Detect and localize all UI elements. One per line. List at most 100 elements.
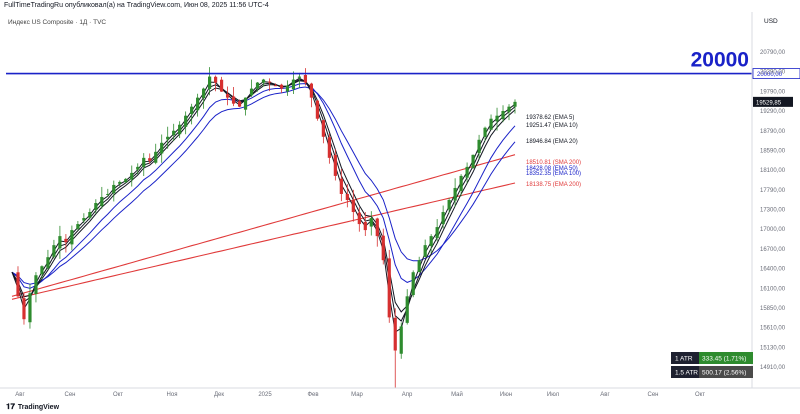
candle-body: [375, 218, 379, 237]
moving-averages: [11, 77, 516, 333]
x-tick-label: Июл: [547, 392, 560, 398]
atr-label: 1 ATR: [675, 356, 693, 363]
y-tick-label: 20790,00: [760, 50, 786, 56]
candle-body: [112, 184, 116, 194]
candle-body: [441, 212, 445, 225]
candle-body: [118, 181, 122, 184]
ma-label: 18428.08 (EMA 50): [526, 166, 578, 172]
ma-label: 18352.35 (EMA 100): [526, 171, 581, 177]
candle-body: [94, 203, 98, 211]
currency-label: USD: [764, 18, 778, 25]
x-tick-label: Авг: [15, 392, 25, 398]
candle-body: [52, 245, 56, 257]
candle-body: [237, 101, 242, 107]
candle-body: [267, 81, 272, 83]
candle-body: [339, 178, 343, 194]
candle-body: [136, 166, 140, 170]
candle-body: [429, 236, 433, 246]
candle-body: [22, 298, 26, 320]
candle-body: [471, 154, 475, 169]
candle-body: [160, 142, 164, 154]
candle-body: [225, 94, 230, 98]
candle-body: [291, 79, 296, 90]
candle-body: [130, 172, 134, 180]
candle-body: [285, 85, 290, 92]
x-tick-label: Сен: [65, 392, 76, 398]
level-line: 20000 20000,00 19529,85: [6, 49, 800, 107]
publish-header: FullTimeTradingRu опубликовал(а) на Trad…: [4, 2, 269, 9]
candle-body: [106, 193, 110, 195]
axes: USD 20790,00 20290,00 19790,00 19290,00 18790…: [0, 12, 800, 398]
candle-body: [34, 275, 38, 294]
atr-value-bg: [699, 366, 753, 378]
y-tick-label: 17300,00: [760, 208, 786, 214]
candle-body: [495, 115, 499, 122]
candle-body: [255, 82, 260, 89]
candle-body: [513, 101, 517, 107]
y-tick-label: 19290,00: [760, 109, 786, 115]
candle-body: [465, 166, 469, 178]
candle-body: [387, 258, 391, 318]
candle-body: [315, 100, 319, 119]
x-tick-label: Авг: [600, 392, 610, 398]
y-tick-label: 17000,00: [760, 227, 786, 233]
y-tick-label: 14910,00: [760, 365, 786, 371]
sma200-line: [11, 154, 516, 297]
atr-label: 1.5 ATR: [675, 370, 698, 377]
candle-body: [184, 115, 188, 127]
candle-body: [477, 139, 481, 154]
candle-body: [219, 79, 224, 92]
tradingview-logo: 𝟏𝟕: [6, 402, 15, 411]
ma-label: 19251.47 (EMA 10): [526, 123, 578, 129]
candle-body: [309, 83, 314, 98]
candle-body: [243, 97, 248, 110]
atr-value-bg: [699, 352, 753, 364]
x-tick-label: 2025: [258, 392, 272, 398]
candle-body: [231, 96, 236, 104]
candle-body: [447, 199, 451, 210]
x-tick-label: Май: [451, 391, 463, 398]
ema20-line: [11, 80, 516, 313]
atr-value: 333.45 (1.71%): [702, 356, 746, 363]
candle-body: [190, 106, 194, 114]
ema5-line: [11, 77, 516, 333]
candle-body: [208, 76, 212, 89]
y-tick-label: 15130,00: [760, 345, 786, 351]
footer: 𝟏𝟕 TradingView: [6, 402, 59, 412]
candle-body: [399, 326, 403, 354]
candle-body: [381, 235, 385, 261]
y-tick-label: 16100,00: [760, 286, 786, 292]
candle-body: [501, 111, 505, 120]
candle-body: [435, 227, 439, 239]
candle-body: [40, 266, 44, 275]
candle-body: [196, 97, 200, 111]
atr-value: 500.17 (2.56%): [702, 370, 746, 377]
candle-body: [489, 118, 493, 130]
y-tick-label: 20290,00: [760, 70, 786, 76]
x-tick-label: Апр: [402, 392, 413, 398]
y-tick-label: 15610,00: [760, 326, 786, 332]
candle-body: [148, 158, 152, 161]
candle-body: [345, 193, 349, 200]
last-price-label: 19529,85: [756, 100, 782, 106]
candle-body: [483, 127, 487, 137]
candle-body: [459, 175, 463, 191]
atr-box: 1 ATR 333.45 (1.71%) 1.5 ATR 500.17 (2.56%): [671, 352, 753, 378]
candle-body: [327, 137, 331, 158]
y-tick-label: 19790,00: [760, 89, 786, 95]
ma-label: 18946.84 (EMA 20): [526, 139, 578, 145]
candle-body: [357, 212, 361, 225]
candle-body: [393, 317, 397, 351]
candle-body: [172, 130, 176, 135]
x-tick-label: Мар: [351, 392, 363, 398]
candle-body: [88, 212, 92, 218]
x-tick-label: Июн: [500, 392, 512, 398]
x-tick-label: Дек: [214, 392, 224, 398]
ema50-line: [11, 83, 516, 289]
ema200-line: [11, 182, 516, 300]
candle-body: [58, 236, 62, 249]
candle-body: [70, 230, 74, 245]
candlesticks: [16, 67, 517, 389]
candle-body: [363, 221, 367, 231]
